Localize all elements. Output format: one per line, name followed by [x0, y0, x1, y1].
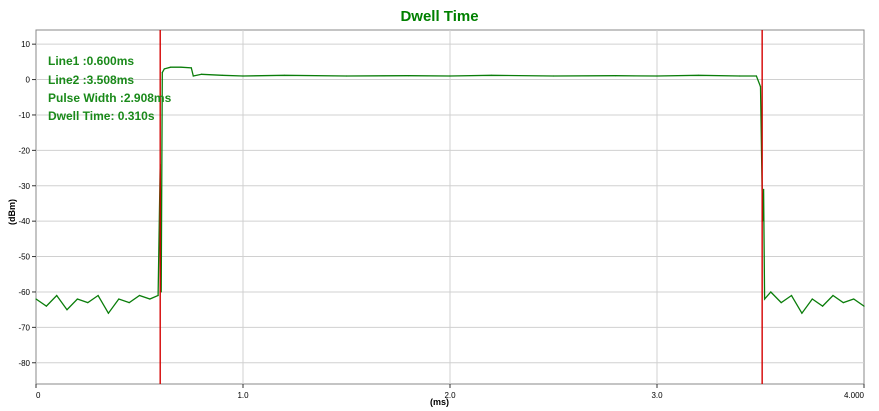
- series-point: [449, 75, 451, 77]
- annotation-dwell-time: Dwell Time: 0.310s: [48, 109, 155, 123]
- series-point: [97, 294, 99, 297]
- x-tick-label: 3.0: [651, 391, 663, 400]
- x-tick-labels: 0 1.0 2.0 3.0 4.000: [36, 391, 865, 400]
- series-point: [157, 294, 159, 297]
- annotation-pulse-width: Pulse Width :2.908ms: [48, 91, 172, 105]
- series-point: [755, 75, 757, 77]
- series-point: [770, 291, 772, 293]
- series-point: [345, 75, 348, 77]
- series-point: [56, 294, 58, 297]
- chart-title: Dwell Time: [400, 8, 479, 25]
- series-point: [739, 75, 741, 77]
- series-point: [552, 75, 555, 77]
- series-point: [490, 74, 492, 76]
- y-tick-label: -70: [18, 323, 30, 332]
- series-point: [180, 66, 182, 68]
- x-tick-label: 1.0: [237, 391, 249, 400]
- series-point: [790, 294, 793, 297]
- series-point: [759, 86, 762, 88]
- series-point: [811, 298, 813, 300]
- series-point: [242, 75, 244, 77]
- series-point: [138, 294, 141, 297]
- series-point: [408, 75, 410, 77]
- y-tick-label: -40: [18, 217, 30, 226]
- series-point: [66, 309, 68, 311]
- annotation-line2: Line2 :3.508ms: [48, 73, 135, 87]
- series-point: [615, 75, 617, 77]
- series-point: [118, 298, 120, 300]
- series-point: [163, 68, 165, 70]
- y-tick-labels: 10 0 -10 -20 -30 -40 -50 -60 -70 -80: [18, 40, 30, 368]
- y-tick-label: -30: [18, 182, 30, 191]
- x-tick-label: 4.000: [844, 391, 865, 400]
- y-tick-label: -80: [18, 359, 30, 368]
- y-tick-label: -20: [18, 146, 30, 155]
- grid-lines: [32, 30, 865, 388]
- series-point: [656, 75, 658, 77]
- series-point: [87, 301, 89, 304]
- y-tick-label: -50: [18, 253, 30, 262]
- series-point: [169, 66, 172, 68]
- series-point: [842, 301, 844, 304]
- series-point: [128, 301, 130, 304]
- series-point: [221, 74, 223, 76]
- y-tick-label: -60: [18, 288, 30, 297]
- series-point: [832, 294, 834, 297]
- annotation-line1: Line1 :0.600ms: [48, 54, 135, 68]
- x-tick-label: 0: [36, 391, 41, 400]
- series-point: [697, 74, 700, 76]
- series-point: [35, 298, 37, 300]
- series-point: [764, 298, 766, 300]
- y-tick-label: -10: [18, 111, 30, 120]
- series-point: [192, 75, 194, 77]
- y-tick-label: 0: [26, 76, 31, 85]
- series-point: [201, 73, 203, 75]
- series-point: [76, 298, 78, 300]
- series-point: [863, 305, 865, 307]
- series-point: [107, 312, 110, 314]
- series-point: [283, 74, 285, 76]
- series-point: [45, 305, 47, 307]
- series-point: [853, 298, 855, 300]
- series-point: [780, 301, 782, 304]
- series-point: [822, 305, 824, 307]
- series-point: [160, 291, 162, 293]
- series-point: [763, 188, 765, 190]
- y-tick-label: 10: [21, 40, 30, 49]
- x-tick-label: 2.0: [444, 391, 456, 400]
- x-axis-label: (ms): [429, 397, 449, 407]
- series-point: [149, 298, 151, 300]
- series-point: [161, 71, 163, 74]
- marker-lines: [159, 30, 763, 384]
- series-point: [190, 67, 192, 69]
- series-group: [35, 66, 865, 315]
- series-point: [801, 312, 803, 314]
